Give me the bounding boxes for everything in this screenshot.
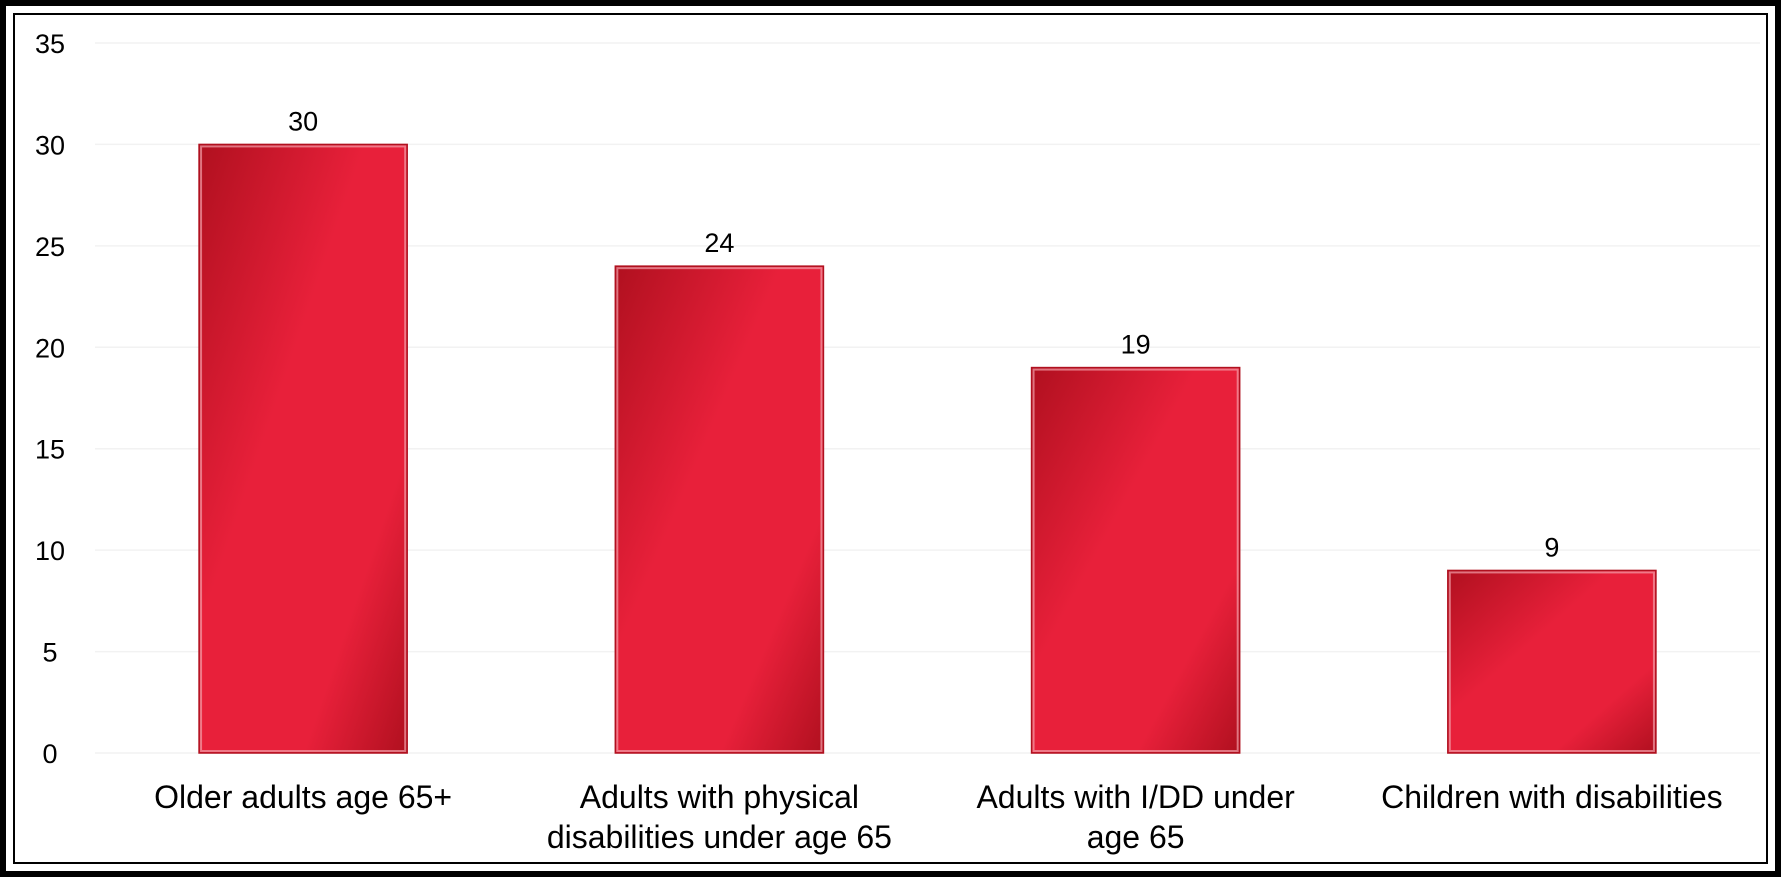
bar-bevel [1448, 571, 1655, 753]
bar-outline [614, 265, 825, 754]
bar[interactable] [199, 144, 408, 753]
x-tick-label: Adults with I/DD under age 65 [976, 779, 1295, 855]
bar-bevel [200, 145, 407, 752]
bar-bevel [616, 267, 823, 752]
data-label: 19 [1121, 330, 1151, 360]
bar-bevel [1032, 368, 1239, 752]
x-tick-label: Older adults age 65+ [154, 779, 452, 815]
bar-outline [1447, 569, 1657, 754]
y-tick-label: 0 [42, 739, 57, 769]
inner-frame [13, 13, 1768, 864]
y-tick-label: 25 [35, 232, 65, 262]
bar-outline [198, 143, 408, 754]
data-label: 9 [1544, 532, 1559, 562]
y-tick-label: 5 [42, 638, 57, 668]
bar-group [1447, 569, 1657, 754]
data-label: 24 [704, 228, 734, 258]
y-tick-label: 35 [35, 29, 65, 59]
bar-group [198, 143, 408, 754]
bar[interactable] [1447, 570, 1656, 753]
bar-group [1030, 366, 1241, 754]
x-tick-label: Adults with physical disabilities under a… [547, 779, 892, 855]
y-tick-label: 15 [35, 435, 65, 465]
x-tick-label: Children with disabilities [1381, 779, 1722, 815]
bar-outline [1030, 366, 1241, 754]
y-tick-label: 30 [35, 130, 65, 160]
y-tick-label: 10 [35, 536, 65, 566]
bar[interactable] [615, 266, 824, 753]
bar[interactable] [1031, 367, 1240, 753]
bar-group [614, 265, 825, 754]
data-label: 30 [288, 106, 318, 136]
y-tick-label: 20 [35, 333, 65, 363]
